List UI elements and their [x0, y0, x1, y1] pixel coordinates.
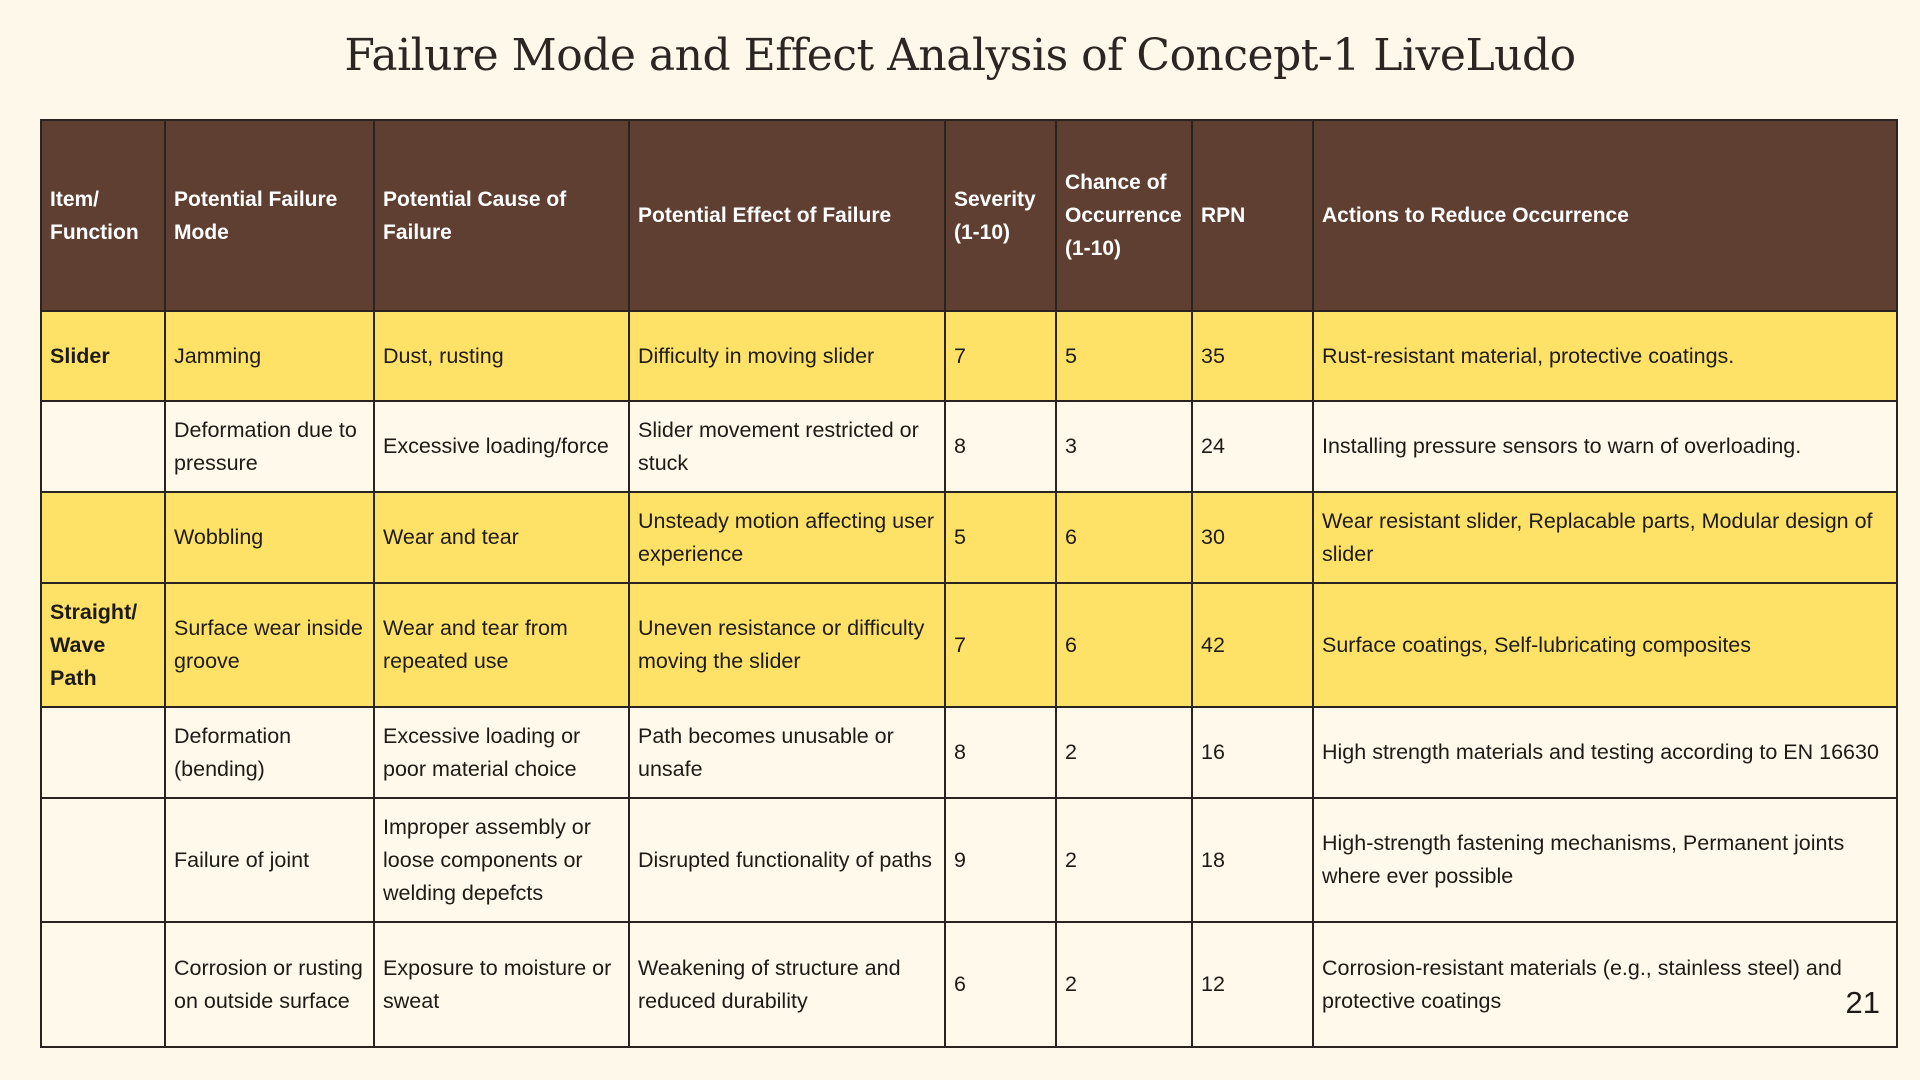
header-failure-mode: Potential Failure Mode [164, 119, 375, 312]
cell-occurrence: 2 [1055, 921, 1193, 1048]
cell-occurrence: 6 [1055, 582, 1193, 708]
cell-actions: High strength materials and testing acco… [1312, 706, 1898, 799]
cell-actions: Corrosion-resistant materials (e.g., sta… [1312, 921, 1898, 1048]
cell-actions: High-strength fastening mechanisms, Perm… [1312, 797, 1898, 923]
table-row: Deformation due to pressure Excessive lo… [40, 400, 1898, 493]
cell-cause: Excessive loading or poor material choic… [373, 706, 630, 799]
header-actions: Actions to Reduce Occurrence [1312, 119, 1898, 312]
cell-rpn: 30 [1191, 491, 1314, 584]
cell-severity: 7 [944, 582, 1057, 708]
cell-failure-mode: Deformation (bending) [164, 706, 375, 799]
page-number: 21 [1845, 985, 1880, 1020]
cell-severity: 5 [944, 491, 1057, 584]
cell-actions: Surface coatings, Self-lubricating compo… [1312, 582, 1898, 708]
cell-item [40, 797, 166, 923]
table-row: Straight/ Wave Path Surface wear inside … [40, 582, 1898, 708]
cell-item [40, 491, 166, 584]
cell-item: Slider [40, 310, 166, 402]
cell-occurrence: 5 [1055, 310, 1193, 402]
cell-cause: Exposure to moisture or sweat [373, 921, 630, 1048]
cell-failure-mode: Failure of joint [164, 797, 375, 923]
cell-failure-mode: Corrosion or rusting on outside surface [164, 921, 375, 1048]
cell-rpn: 16 [1191, 706, 1314, 799]
header-severity: Severity (1-10) [944, 119, 1057, 312]
cell-effect: Difficulty in moving slider [628, 310, 946, 402]
header-occurrence: Chance of Occurrence (1-10) [1055, 119, 1193, 312]
cell-severity: 8 [944, 706, 1057, 799]
cell-effect: Weakening of structure and reduced durab… [628, 921, 946, 1048]
fmea-table: Item/ Function Potential Failure Mode Po… [40, 119, 1898, 1048]
cell-occurrence: 3 [1055, 400, 1193, 493]
cell-cause: Wear and tear [373, 491, 630, 584]
cell-failure-mode: Surface wear inside groove [164, 582, 375, 708]
cell-severity: 9 [944, 797, 1057, 923]
table-header-row: Item/ Function Potential Failure Mode Po… [40, 119, 1898, 312]
cell-rpn: 35 [1191, 310, 1314, 402]
cell-occurrence: 6 [1055, 491, 1193, 584]
cell-cause: Improper assembly or loose components or… [373, 797, 630, 923]
header-cause: Potential Cause of Failure [373, 119, 630, 312]
cell-rpn: 42 [1191, 582, 1314, 708]
cell-item [40, 706, 166, 799]
cell-item [40, 921, 166, 1048]
cell-item: Straight/ Wave Path [40, 582, 166, 708]
table-row: Corrosion or rusting on outside surface … [40, 921, 1898, 1048]
cell-cause: Wear and tear from repeated use [373, 582, 630, 708]
cell-failure-mode: Jamming [164, 310, 375, 402]
table-row: Deformation (bending) Excessive loading … [40, 706, 1898, 799]
cell-cause: Dust, rusting [373, 310, 630, 402]
cell-effect: Path becomes unusable or unsafe [628, 706, 946, 799]
cell-effect: Slider movement restricted or stuck [628, 400, 946, 493]
cell-cause: Excessive loading/force [373, 400, 630, 493]
cell-effect: Unsteady motion affecting user experienc… [628, 491, 946, 584]
cell-item [40, 400, 166, 493]
cell-effect: Disrupted functionality of paths [628, 797, 946, 923]
table-row: Failure of joint Improper assembly or lo… [40, 797, 1898, 923]
table-row: Wobbling Wear and tear Unsteady motion a… [40, 491, 1898, 584]
cell-rpn: 12 [1191, 921, 1314, 1048]
cell-severity: 7 [944, 310, 1057, 402]
page-title: Failure Mode and Effect Analysis of Conc… [344, 30, 1576, 81]
header-item-function: Item/ Function [40, 119, 166, 312]
cell-actions: Wear resistant slider, Replacable parts,… [1312, 491, 1898, 584]
cell-actions: Rust-resistant material, protective coat… [1312, 310, 1898, 402]
cell-severity: 6 [944, 921, 1057, 1048]
header-effect: Potential Effect of Failure [628, 119, 946, 312]
cell-effect: Uneven resistance or difficulty moving t… [628, 582, 946, 708]
cell-failure-mode: Deformation due to pressure [164, 400, 375, 493]
header-rpn: RPN [1191, 119, 1314, 312]
table-row: Slider Jamming Dust, rusting Difficulty … [40, 310, 1898, 402]
cell-rpn: 18 [1191, 797, 1314, 923]
cell-failure-mode: Wobbling [164, 491, 375, 584]
cell-rpn: 24 [1191, 400, 1314, 493]
cell-severity: 8 [944, 400, 1057, 493]
cell-actions: Installing pressure sensors to warn of o… [1312, 400, 1898, 493]
cell-occurrence: 2 [1055, 706, 1193, 799]
cell-occurrence: 2 [1055, 797, 1193, 923]
